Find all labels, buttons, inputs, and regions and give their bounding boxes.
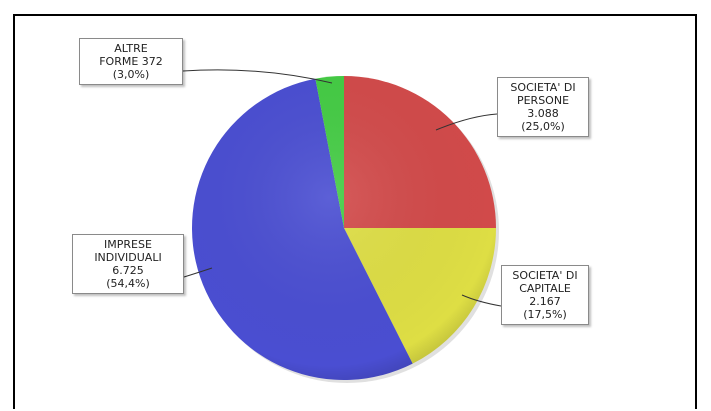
pie-shading — [192, 76, 496, 380]
slice-label-societa-di-capitale: SOCIETA' DI CAPITALE 2.167 (17,5%) — [501, 265, 589, 325]
leader-line-societa-di-capitale — [461, 294, 502, 307]
leader-line-altre-forme — [182, 69, 333, 84]
leader-line-imprese-individuali — [183, 267, 213, 278]
slice-label-societa-di-persone: SOCIETA' DI PERSONE 3.088 (25,0%) — [497, 77, 589, 137]
slice-label-imprese-individuali: IMPRESE INDIVIDUALI 6.725 (54,4%) — [72, 234, 184, 294]
leader-line-societa-di-persone — [435, 113, 498, 131]
slice-label-altre-forme: ALTRE FORME 372 (3,0%) — [79, 38, 183, 85]
